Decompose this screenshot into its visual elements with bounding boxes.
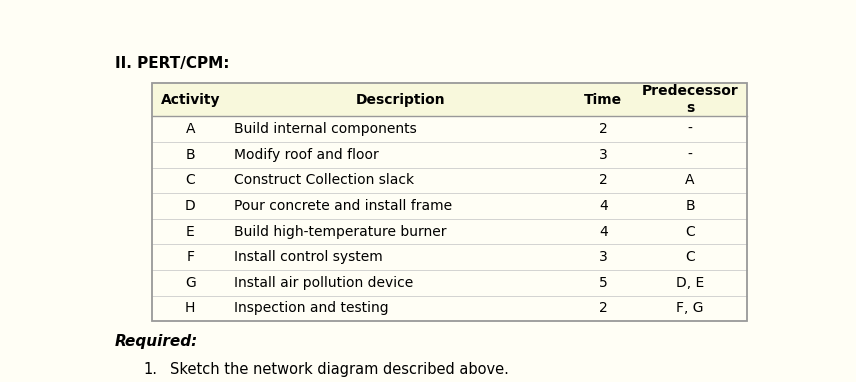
Text: Activity: Activity: [161, 92, 220, 107]
Text: B: B: [186, 148, 195, 162]
Text: Description: Description: [356, 92, 446, 107]
Text: C: C: [686, 225, 695, 239]
Text: B: B: [686, 199, 695, 213]
Text: Install air pollution device: Install air pollution device: [234, 276, 413, 290]
Text: 5: 5: [599, 276, 608, 290]
Text: Install control system: Install control system: [234, 250, 383, 264]
Text: Build internal components: Build internal components: [234, 122, 417, 136]
Text: Time: Time: [584, 92, 622, 107]
Text: C: C: [686, 250, 695, 264]
Text: Modify roof and floor: Modify roof and floor: [234, 148, 378, 162]
Text: Construct Collection slack: Construct Collection slack: [234, 173, 413, 188]
Text: H: H: [185, 301, 195, 316]
Text: Sketch the network diagram described above.: Sketch the network diagram described abo…: [170, 363, 509, 377]
Text: -: -: [687, 122, 693, 136]
Text: 1.: 1.: [144, 363, 158, 377]
Bar: [152, 83, 747, 117]
Text: F: F: [187, 250, 194, 264]
Text: -: -: [687, 148, 693, 162]
Text: 2: 2: [599, 173, 608, 188]
Text: 2: 2: [599, 122, 608, 136]
Text: Required:: Required:: [115, 334, 199, 350]
Text: A: A: [186, 122, 195, 136]
Text: II. PERT/CPM:: II. PERT/CPM:: [115, 56, 229, 71]
Text: D: D: [185, 199, 196, 213]
Text: 3: 3: [599, 250, 608, 264]
Text: Predecessor
s: Predecessor s: [642, 84, 739, 115]
Text: Inspection and testing: Inspection and testing: [234, 301, 389, 316]
Text: G: G: [185, 276, 196, 290]
Text: Pour concrete and install frame: Pour concrete and install frame: [234, 199, 452, 213]
Text: F, G: F, G: [676, 301, 704, 316]
Text: D, E: D, E: [676, 276, 704, 290]
Text: 4: 4: [599, 225, 608, 239]
Text: Build high-temperature burner: Build high-temperature burner: [234, 225, 446, 239]
Text: 4: 4: [599, 199, 608, 213]
Text: 2: 2: [599, 301, 608, 316]
Text: A: A: [686, 173, 695, 188]
Text: C: C: [186, 173, 195, 188]
Text: E: E: [186, 225, 194, 239]
Bar: [152, 83, 747, 321]
Text: 3: 3: [599, 148, 608, 162]
